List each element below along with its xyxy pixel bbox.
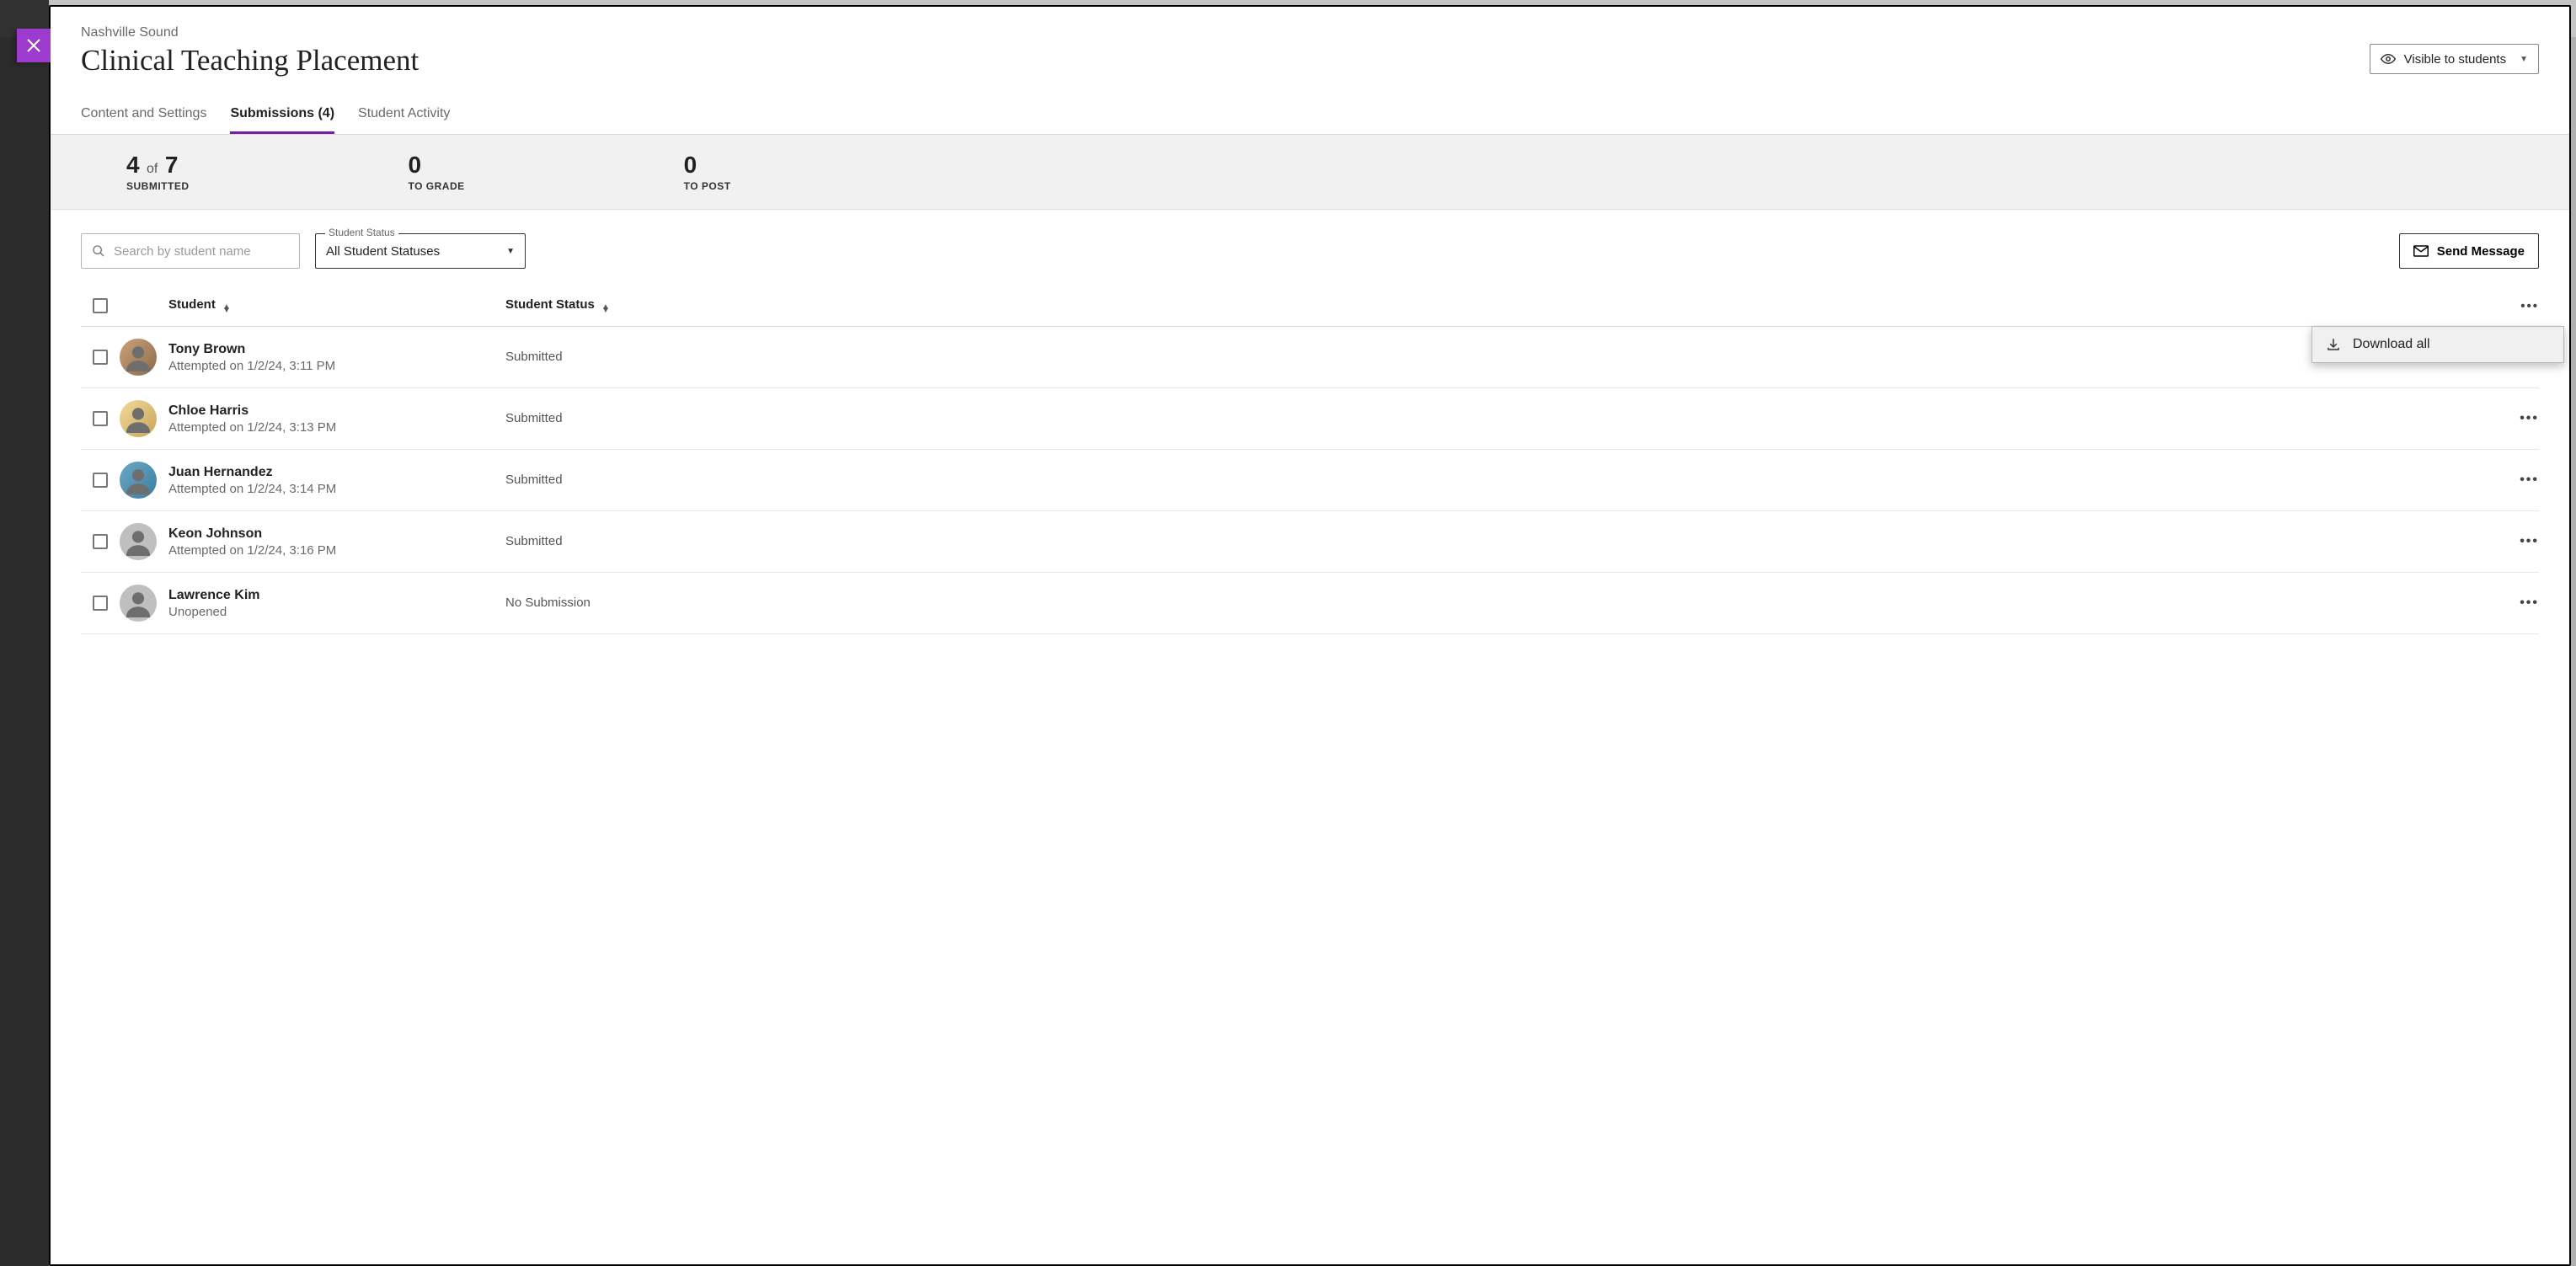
status-text: Submitted [505, 473, 563, 487]
status-text: Submitted [505, 411, 563, 425]
student-status-filter[interactable]: Student Status All Student Statuses ▼ [315, 233, 526, 269]
row-checkbox[interactable] [93, 596, 108, 611]
status-filter-value: All Student Statuses [326, 244, 440, 259]
status-filter-legend: Student Status [325, 227, 398, 238]
eye-icon [2381, 51, 2396, 67]
visibility-selector[interactable]: Visible to students ▼ [2370, 44, 2539, 74]
student-name: Juan Hernandez [168, 465, 505, 480]
sort-icon: ▲▼ [601, 304, 610, 314]
row-more-button[interactable]: ••• [2520, 534, 2539, 548]
status-text: No Submission [505, 596, 591, 610]
table-row[interactable]: Lawrence Kim Unopened No Submission ••• [81, 573, 2539, 634]
download-icon [2326, 337, 2341, 352]
row-more-button[interactable]: ••• [2520, 596, 2539, 610]
tab-content-settings[interactable]: Content and Settings [81, 98, 206, 134]
tab-student-activity[interactable]: Student Activity [358, 98, 450, 134]
search-box[interactable] [81, 233, 300, 269]
student-subtext: Unopened [168, 605, 505, 619]
stats-bar: 4 of 7 SUBMITTED 0 TO GRADE 0 TO POST [51, 135, 2569, 210]
envelope-icon [2413, 245, 2429, 257]
column-status[interactable]: Student Status ▲▼ [505, 297, 2505, 314]
page-title: Clinical Teaching Placement [81, 44, 419, 77]
student-name: Lawrence Kim [168, 588, 505, 603]
download-all-label: Download all [2353, 337, 2430, 352]
stat-to-grade: 0 TO GRADE [409, 152, 465, 192]
submissions-panel: Nashville Sound Clinical Teaching Placem… [49, 5, 2571, 1266]
search-icon [92, 244, 105, 258]
breadcrumb[interactable]: Nashville Sound [81, 25, 419, 40]
table-row[interactable]: Keon Johnson Attempted on 1/2/24, 3:16 P… [81, 511, 2539, 573]
student-subtext: Attempted on 1/2/24, 3:13 PM [168, 420, 505, 435]
tab-submissions[interactable]: Submissions (4) [230, 98, 334, 134]
row-checkbox[interactable] [93, 350, 108, 365]
student-name: Chloe Harris [168, 403, 505, 419]
avatar [120, 462, 157, 499]
close-button[interactable] [17, 29, 51, 62]
avatar [120, 400, 157, 437]
table-row[interactable]: Chloe Harris Attempted on 1/2/24, 3:13 P… [81, 388, 2539, 450]
column-student[interactable]: Student ▲▼ [168, 297, 505, 314]
visibility-label: Visible to students [2404, 52, 2506, 67]
status-text: Submitted [505, 534, 563, 548]
row-more-button[interactable]: ••• [2520, 411, 2539, 425]
row-more-button[interactable]: ••• [2520, 473, 2539, 487]
tab-bar: Content and Settings Submissions (4) Stu… [51, 98, 2569, 135]
close-icon [26, 38, 41, 53]
download-all-menu-item[interactable]: Download all [2312, 327, 2563, 362]
student-subtext: Attempted on 1/2/24, 3:16 PM [168, 543, 505, 558]
sort-icon: ▲▼ [222, 304, 231, 314]
avatar [120, 339, 157, 376]
table-actions-menu: Download all [2311, 326, 2564, 363]
avatar [120, 523, 157, 560]
caret-down-icon: ▼ [506, 247, 515, 256]
search-input[interactable] [114, 244, 289, 259]
student-name: Keon Johnson [168, 526, 505, 542]
row-checkbox[interactable] [93, 411, 108, 426]
submitted-count: 4 [126, 152, 140, 178]
select-all-checkbox[interactable] [93, 298, 108, 313]
submitted-total: 7 [165, 152, 179, 178]
avatar [120, 585, 157, 622]
stat-submitted: 4 of 7 SUBMITTED [126, 152, 190, 192]
send-message-button[interactable]: Send Message [2399, 233, 2539, 269]
row-checkbox[interactable] [93, 473, 108, 488]
table-more-button[interactable]: ••• [2520, 299, 2539, 313]
student-name: Tony Brown [168, 342, 505, 357]
table-row[interactable]: Tony Brown Attempted on 1/2/24, 3:11 PM … [81, 327, 2539, 388]
status-text: Submitted [505, 350, 563, 364]
student-subtext: Attempted on 1/2/24, 3:11 PM [168, 359, 505, 373]
table-header: Student ▲▼ Student Status ▲▼ ••• [81, 286, 2539, 327]
caret-down-icon: ▼ [2520, 55, 2528, 64]
stat-to-post: 0 TO POST [684, 152, 731, 192]
table-row[interactable]: Juan Hernandez Attempted on 1/2/24, 3:14… [81, 450, 2539, 511]
send-message-label: Send Message [2437, 244, 2525, 259]
row-checkbox[interactable] [93, 534, 108, 549]
student-subtext: Attempted on 1/2/24, 3:14 PM [168, 482, 505, 496]
